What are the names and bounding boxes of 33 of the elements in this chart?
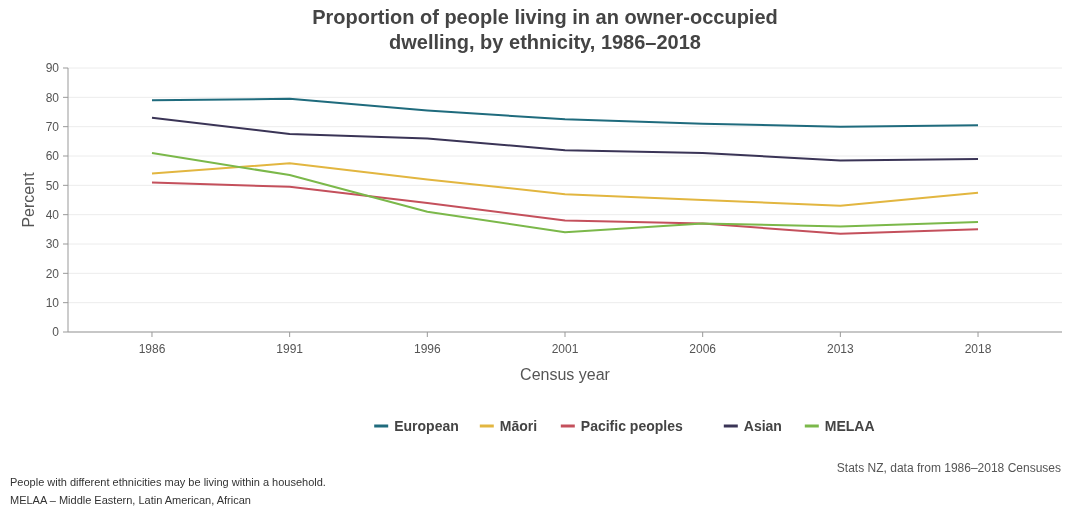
line-series (150, 162, 980, 207)
x-tick-label: 2006 (689, 342, 717, 356)
y-tick-label: 60 (45, 149, 60, 164)
legend-label: European (394, 417, 459, 434)
legend-label: Pacific peoples (580, 417, 683, 434)
x-tick-label: 1991 (276, 342, 304, 356)
y-tick-label: 40 (45, 207, 60, 222)
x-axis-title: Census year (520, 366, 611, 383)
x-tick-label: 2018 (964, 342, 992, 356)
y-tick-label: 50 (45, 178, 60, 193)
text: Stats NZ, data from 1986–2018 Censuses (836, 461, 1061, 475)
y-tick-label: 20 (45, 266, 60, 281)
y-tick-label: 0 (52, 325, 60, 340)
text: People with different ethnicities may be living within a household. (10, 476, 326, 488)
line-series (150, 116, 980, 162)
y-tick-label: 70 (45, 119, 60, 134)
y-tick-label: 90 (45, 61, 60, 76)
x-tick-label: 2001 (551, 342, 579, 356)
legend-label: MELAA (824, 417, 875, 434)
y-tick-label: 30 (45, 237, 60, 252)
x-tick-label: 1996 (413, 342, 441, 356)
line-series (150, 97, 980, 128)
x-tick-label: 2013 (826, 342, 855, 356)
legend-label: Asian (743, 417, 782, 434)
chart-title: Proportion of people living in an owner-occupied dwelling, by ethnicity, 1986–2018 (312, 6, 778, 53)
y-axis-title: Percent (20, 171, 37, 228)
line-series (150, 152, 980, 234)
y-tick-label: 10 (45, 295, 60, 310)
legend-label: Māori (499, 417, 538, 434)
y-tick-label: 80 (45, 90, 60, 105)
text: MELAA – Middle Eastern, Latin American, African (10, 494, 251, 506)
x-tick-label: 1986 (138, 342, 166, 356)
line-series (150, 181, 980, 235)
